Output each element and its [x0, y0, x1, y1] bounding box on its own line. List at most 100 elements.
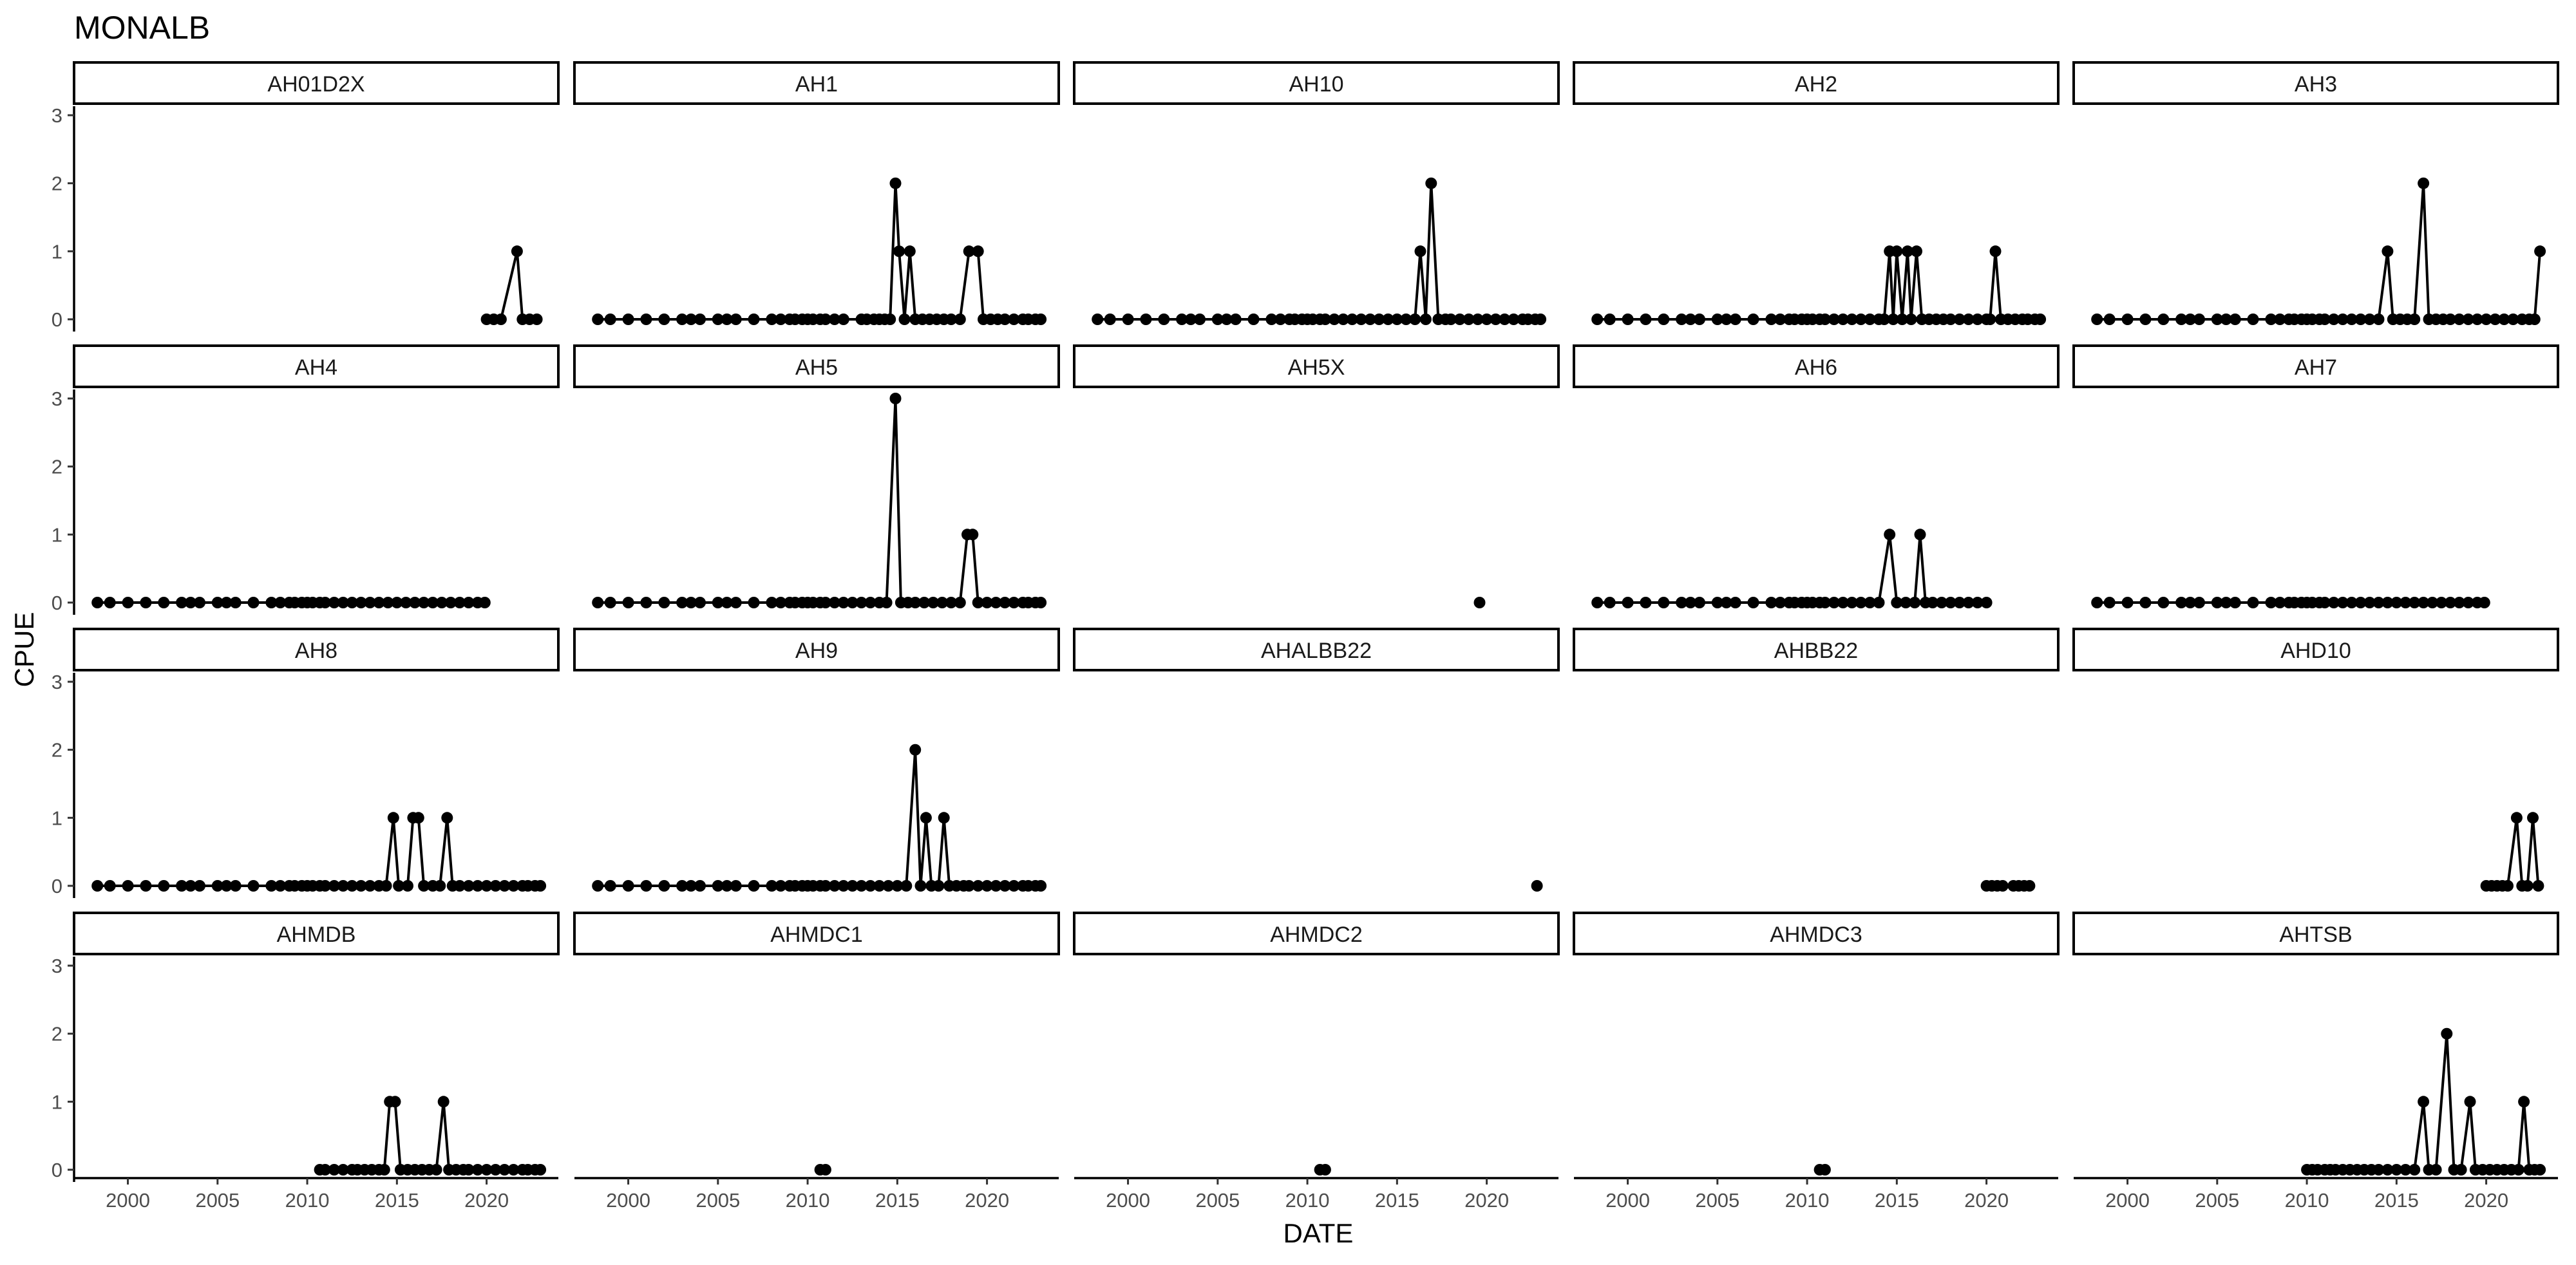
- data-point: [1989, 245, 2002, 258]
- data-point: [2409, 314, 2421, 325]
- data-point: [2518, 1096, 2530, 1108]
- series-line: [1597, 533, 1987, 604]
- data-point: [1694, 314, 1705, 325]
- data-point: [819, 314, 831, 325]
- data-point: [694, 880, 706, 892]
- data-point: [2121, 314, 2134, 325]
- data-point: [712, 597, 724, 608]
- facet-panel: AHMDB 0 1 2 3 2000 2005 2010 2015 2020: [52, 912, 560, 1212]
- data-point: [2400, 597, 2412, 608]
- data-point: [954, 314, 966, 325]
- y-tick-label: 3: [52, 388, 62, 410]
- facet-panel: AHALBB22: [1073, 628, 1560, 892]
- data-point: [1864, 597, 1876, 608]
- data-point: [1274, 314, 1287, 325]
- facet-strip: [73, 912, 560, 955]
- facet-panel: AH3: [2072, 61, 2559, 325]
- data-point: [1472, 314, 1484, 325]
- data-point: [694, 597, 706, 608]
- data-point: [2121, 597, 2134, 608]
- data-point: [1364, 314, 1376, 325]
- data-point: [1864, 314, 1876, 325]
- facet-panel: AH10: [1073, 61, 1560, 325]
- data-point: [507, 1164, 520, 1176]
- data-point: [434, 880, 446, 892]
- data-point: [158, 880, 170, 892]
- data-point: [963, 245, 975, 258]
- series-line: [598, 397, 1041, 604]
- data-point: [1884, 529, 1896, 541]
- data-point: [389, 1096, 401, 1108]
- facet-strip-label: AHALBB22: [1261, 639, 1372, 663]
- data-point: [104, 880, 116, 892]
- data-point: [495, 314, 507, 325]
- data-point: [1900, 597, 1912, 608]
- data-point: [1694, 597, 1705, 608]
- data-point: [2091, 597, 2103, 608]
- facet-strip: [2072, 344, 2559, 388]
- data-point: [1909, 597, 1921, 608]
- data-point: [972, 597, 984, 608]
- data-point: [489, 1164, 502, 1176]
- data-point: [658, 597, 670, 608]
- data-point: [2532, 880, 2544, 892]
- data-point: [220, 880, 232, 892]
- data-point: [1319, 314, 1331, 325]
- data-point: [2400, 1164, 2412, 1176]
- x-tick-label: 2000: [1605, 1189, 1650, 1212]
- data-point: [685, 880, 697, 892]
- data-point: [436, 597, 448, 608]
- data-point: [1604, 314, 1616, 325]
- facet-strip-label: AHMDC1: [770, 923, 863, 947]
- data-point: [437, 1096, 450, 1108]
- data-point: [1640, 314, 1652, 325]
- data-point: [855, 880, 867, 892]
- x-tick-label: 2010: [1785, 1189, 1830, 1212]
- data-point: [380, 880, 392, 892]
- data-point: [2462, 597, 2474, 608]
- data-point: [1211, 314, 1224, 325]
- data-point: [1828, 314, 1840, 325]
- data-point: [1185, 314, 1197, 325]
- y-tick-label: 1: [52, 240, 62, 263]
- facet-strip: [1573, 61, 2060, 105]
- data-point: [730, 597, 742, 608]
- data-point: [1747, 597, 1759, 608]
- y-tick-label: 3: [52, 955, 62, 977]
- data-point: [2502, 880, 2514, 892]
- data-point: [2336, 314, 2349, 325]
- facet-panel: AH5: [573, 344, 1060, 608]
- facet-strip: [1073, 61, 1560, 105]
- facet-strip: [1573, 912, 2060, 955]
- data-point: [1953, 314, 1965, 325]
- data-point: [676, 314, 688, 325]
- data-point: [893, 245, 905, 258]
- data-point: [889, 177, 902, 189]
- x-axis-label: DATE: [1283, 1218, 1354, 1248]
- data-point: [2184, 597, 2196, 608]
- data-point: [999, 880, 1011, 892]
- data-point: [1454, 314, 1466, 325]
- data-point: [2534, 245, 2546, 258]
- data-point: [2363, 597, 2376, 608]
- data-point: [176, 597, 188, 608]
- data-point: [2471, 314, 2483, 325]
- data-point: [828, 597, 840, 608]
- data-point: [1953, 597, 1965, 608]
- y-tick-label: 0: [52, 1159, 62, 1181]
- data-point: [1855, 597, 1867, 608]
- data-point: [2382, 245, 2394, 258]
- series-line: [97, 816, 541, 887]
- data-point: [2229, 314, 2241, 325]
- data-point: [355, 880, 367, 892]
- data-point: [748, 880, 760, 892]
- data-point: [766, 314, 778, 325]
- y-tick-label: 3: [52, 104, 62, 127]
- data-point: [1319, 1164, 1331, 1176]
- data-point: [471, 880, 484, 892]
- y-tick-label: 1: [52, 807, 62, 829]
- data-point: [2427, 597, 2438, 608]
- data-point: [185, 880, 196, 892]
- data-point: [2372, 1164, 2385, 1176]
- data-point: [337, 880, 349, 892]
